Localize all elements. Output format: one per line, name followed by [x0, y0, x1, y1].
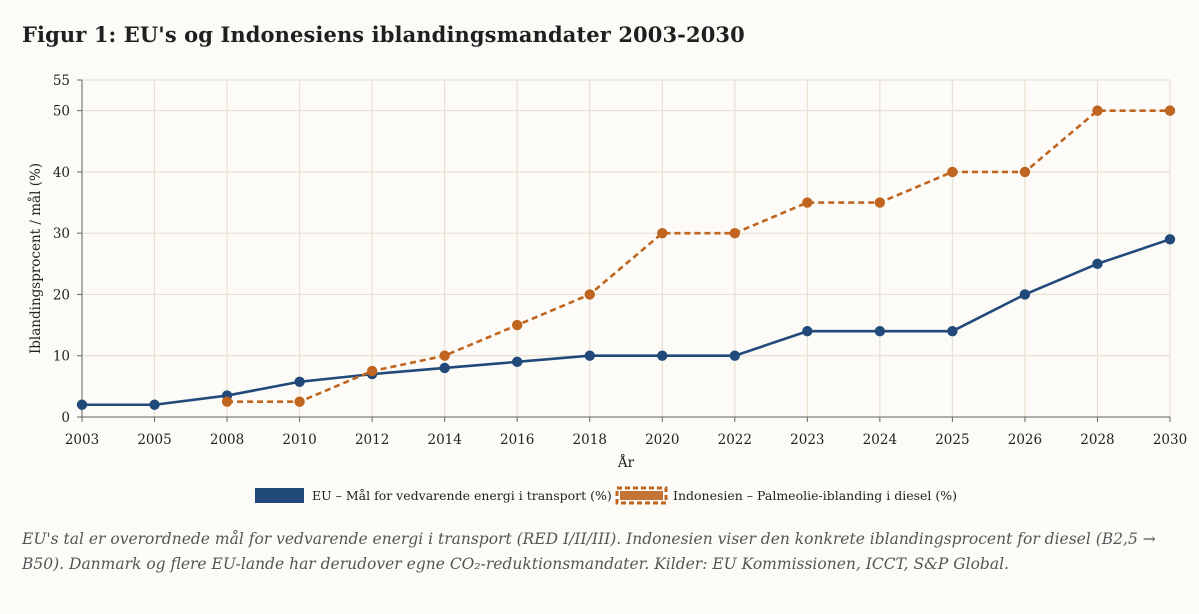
- x-tick-label: 2018: [573, 432, 607, 448]
- data-point: [947, 326, 958, 337]
- x-tick-label: 2012: [355, 432, 389, 448]
- legend-item-indonesia: Indonesien – Palmeolie-iblanding i diese…: [615, 486, 957, 505]
- grid: [81, 79, 1171, 418]
- data-point: [947, 166, 958, 178]
- series-line: [227, 109, 1170, 403]
- data-point: [149, 399, 160, 410]
- plot-frame: [81, 79, 1171, 418]
- x-tick-label: 2022: [718, 432, 752, 448]
- data-point: [729, 227, 740, 239]
- legend-label: EU – Mål for vedvarende energi i transpo…: [312, 488, 612, 503]
- data-point: [439, 362, 450, 374]
- data-point: [512, 356, 523, 368]
- x-tick-label: 2024: [863, 432, 897, 448]
- legend-label: Indonesien – Palmeolie-iblanding i diese…: [673, 488, 957, 503]
- data-point: [1019, 289, 1031, 300]
- y-axis-title: Iblandingsprocent / mål (%): [28, 163, 44, 354]
- x-tick-label: 2028: [1080, 432, 1114, 448]
- data-point: [294, 396, 305, 407]
- x-tick-label: 2026: [1008, 432, 1042, 448]
- x-tick-label: 2005: [137, 432, 171, 448]
- x-tick-label: 2003: [65, 432, 99, 448]
- data-point: [1164, 234, 1176, 245]
- data-point: [729, 350, 740, 361]
- legend-swatch: [255, 488, 304, 503]
- chart-title: Figur 1: EU's og Indonesiens iblandingsm…: [22, 22, 745, 47]
- data-point: [657, 350, 668, 361]
- series-lines: [76, 105, 1176, 410]
- legend-item-eu: EU – Mål for vedvarende energi i transpo…: [255, 488, 612, 503]
- chart-footnote: EU's tal er overordnede mål for vedvaren…: [22, 530, 1156, 573]
- x-tick-label: 2010: [282, 432, 316, 448]
- x-tick-label: 2030: [1153, 432, 1187, 448]
- x-tick-label: 2016: [500, 432, 534, 448]
- x-tick-label: 2020: [645, 432, 679, 448]
- data-point: [76, 399, 88, 410]
- y-tick-label: 0: [61, 410, 70, 426]
- data-point: [584, 350, 595, 361]
- legend: EU – Mål for vedvarende energi i transpo…: [255, 486, 957, 505]
- x-axis-title: År: [617, 455, 635, 471]
- y-tick-label: 10: [53, 349, 70, 365]
- data-point: [802, 326, 813, 337]
- x-tick-label: 2023: [790, 432, 824, 448]
- x-tick-label: 2025: [935, 432, 969, 448]
- y-tick-label: 55: [53, 73, 70, 89]
- y-tick-label: 20: [53, 287, 70, 303]
- data-point: [439, 350, 450, 361]
- y-tick-label: 40: [53, 165, 70, 181]
- data-point: [512, 319, 523, 331]
- data-point: [874, 326, 886, 337]
- data-point: [221, 396, 233, 407]
- data-point: [802, 197, 813, 208]
- series-indonesia: [221, 105, 1176, 407]
- y-tick-label: 50: [53, 104, 70, 120]
- data-point: [1164, 105, 1176, 116]
- data-point: [1019, 166, 1031, 178]
- data-point: [874, 197, 886, 208]
- data-point: [294, 376, 305, 387]
- data-point: [1092, 105, 1103, 116]
- series-eu: [76, 234, 1176, 410]
- data-point: [584, 289, 595, 300]
- x-tick-label: 2014: [427, 432, 461, 448]
- legend-swatch-fill: [620, 491, 663, 500]
- data-point: [366, 365, 378, 377]
- data-point: [657, 227, 668, 239]
- x-tick-label: 2008: [210, 432, 244, 448]
- series-line: [82, 238, 1171, 407]
- data-point: [1092, 258, 1103, 270]
- y-tick-label: 30: [53, 226, 70, 242]
